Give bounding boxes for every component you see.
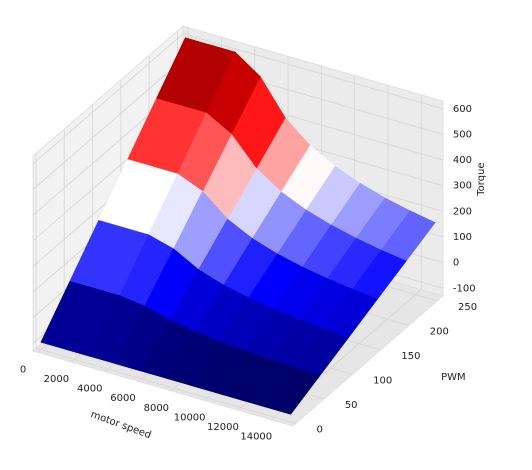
y-axis-label: PWM	[441, 372, 466, 383]
y-tick-label: 250	[458, 302, 477, 313]
y-tick-label: 50	[345, 400, 358, 411]
y-tick-label: 200	[430, 326, 449, 337]
z-tick-label: 400	[453, 155, 472, 166]
x-axis-label: motor speed	[89, 409, 152, 441]
x-tick-label: 10000	[174, 412, 206, 423]
z-axis-label: Torque	[476, 162, 487, 196]
x-tick-label: 14000	[240, 432, 272, 443]
x-tick-label: 2000	[44, 374, 69, 385]
grid-line	[32, 59, 184, 190]
y-tick-label: 150	[401, 351, 420, 362]
z-tick-label: 300	[453, 181, 472, 192]
x-tick-label: 6000	[110, 393, 135, 404]
z-tick-label: 500	[453, 129, 472, 140]
x-tick-label: 4000	[77, 384, 102, 395]
z-tick-label: 600	[453, 104, 472, 115]
grid-line	[32, 33, 184, 165]
z-tick-label: 0	[453, 258, 459, 269]
x-tick-label: 0	[20, 364, 26, 375]
y-tick-label: 0	[317, 424, 323, 435]
z-tick-label: 100	[453, 232, 472, 243]
grid-line	[182, 33, 444, 110]
surface-patch	[265, 367, 321, 415]
grid-line	[35, 348, 296, 424]
z-tick-label: -100	[453, 283, 476, 294]
x-tick-label: 8000	[144, 403, 169, 414]
y-tick-label: 100	[373, 375, 392, 386]
z-tick-label: 200	[453, 206, 472, 217]
x-tick-label: 12000	[207, 422, 239, 433]
